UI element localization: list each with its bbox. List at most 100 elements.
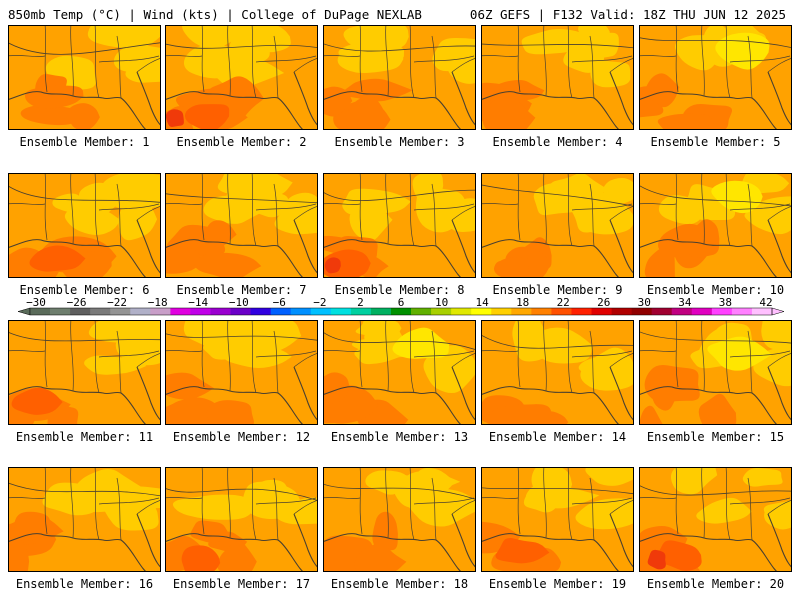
ensemble-member-map[interactable]: [165, 173, 318, 278]
coastline: [324, 239, 461, 277]
state-border: [70, 321, 74, 392]
temperature-region: [88, 321, 144, 343]
state-border: [517, 26, 521, 93]
coastline: [451, 513, 475, 568]
colorbar-segment: [390, 308, 412, 315]
ensemble-member-map[interactable]: [481, 467, 634, 572]
state-border: [747, 477, 753, 541]
colorbar-outline: [29, 307, 773, 316]
coastline: [324, 533, 461, 571]
ensemble-member-map[interactable]: [481, 320, 634, 425]
temperature-region: [406, 488, 475, 527]
map-canvas: [640, 468, 791, 571]
map-title: 850mb Temp (°C) | Wind (kts) | College o…: [8, 7, 422, 22]
state-border: [589, 183, 595, 247]
colorbar-segment: [110, 308, 131, 315]
ensemble-member-map[interactable]: [481, 173, 634, 278]
coastline: [767, 366, 791, 421]
contour-line: [166, 488, 317, 501]
state-border: [451, 58, 475, 73]
state-border: [747, 35, 753, 99]
colorbar-segment: [531, 308, 552, 315]
ensemble-member-label: Ensemble Member: 14: [488, 430, 627, 444]
state-border: [431, 183, 437, 247]
ensemble-member-map[interactable]: [323, 25, 476, 130]
ensemble-member-map[interactable]: [639, 467, 792, 572]
colorbar-segment: [411, 308, 432, 315]
colorbar-segment: [30, 308, 51, 315]
state-border: [136, 353, 160, 368]
coastline: [609, 513, 633, 568]
state-border: [482, 203, 519, 205]
state-border: [359, 26, 363, 93]
state-border: [701, 26, 705, 97]
temperature-region: [445, 198, 475, 233]
temperature-region: [73, 468, 143, 504]
colorbar-segment: [491, 308, 512, 315]
colorbar-segment: [571, 308, 592, 315]
coastline: [640, 386, 777, 424]
colorbar-tick-label: −18: [148, 296, 168, 309]
map-canvas: [166, 26, 317, 129]
temperature-region: [9, 536, 30, 571]
temperature-region: [523, 489, 559, 513]
ensemble-member-map[interactable]: [323, 173, 476, 278]
state-border: [431, 330, 437, 394]
temperature-region: [341, 78, 413, 102]
colorbar-segment: [651, 308, 673, 315]
temperature-region: [204, 220, 237, 248]
state-border: [675, 174, 679, 241]
state-border: [589, 35, 595, 99]
colorbar-tick-label: −26: [67, 296, 87, 309]
colorbar-segment: [711, 308, 733, 315]
ensemble-member-label: Ensemble Member: 16: [15, 577, 154, 591]
ensemble-member-map[interactable]: [8, 467, 161, 572]
ensemble-member-map[interactable]: [639, 173, 792, 278]
ensemble-member-map[interactable]: [481, 25, 634, 130]
state-border: [116, 477, 122, 541]
state-border: [98, 55, 160, 63]
state-border: [729, 55, 791, 63]
colorbar-segment: [70, 308, 91, 315]
state-border: [273, 477, 279, 541]
coastline: [166, 386, 303, 424]
state-border: [409, 321, 415, 394]
contour-line: [324, 43, 475, 52]
ensemble-member-map[interactable]: [639, 320, 792, 425]
state-border: [482, 55, 519, 57]
temperature-region: [47, 405, 79, 424]
state-border: [729, 497, 791, 505]
coastline: [482, 91, 619, 129]
ensemble-member-map[interactable]: [323, 320, 476, 425]
ensemble-member-map[interactable]: [8, 173, 161, 278]
state-border: [94, 174, 100, 247]
state-border: [409, 26, 415, 99]
colorbar-tick-label: 14: [475, 296, 489, 309]
temperature-region: [483, 404, 553, 424]
temperature-region: [29, 245, 86, 272]
colorbar-segment: [330, 308, 352, 315]
coastline: [9, 386, 146, 424]
temperature-region: [79, 182, 124, 217]
ensemble-member-map[interactable]: [639, 25, 792, 130]
ensemble-member-map[interactable]: [165, 467, 318, 572]
ensemble-member-label: Ensemble Member: 13: [330, 430, 469, 444]
map-canvas: [640, 174, 791, 277]
contour-line: [482, 43, 633, 49]
ensemble-member-map[interactable]: [165, 25, 318, 130]
ensemble-member-map[interactable]: [8, 25, 161, 130]
ensemble-member-map[interactable]: [323, 467, 476, 572]
coastline: [136, 71, 160, 126]
state-border: [543, 174, 547, 245]
state-border: [413, 497, 475, 505]
ensemble-member-map[interactable]: [165, 320, 318, 425]
ensemble-member-map[interactable]: [8, 320, 161, 425]
state-border: [94, 468, 100, 541]
state-border: [9, 203, 46, 205]
state-border: [517, 174, 521, 241]
temperature-region: [354, 543, 407, 571]
state-border: [767, 206, 791, 221]
temperature-region: [603, 178, 633, 205]
state-border: [451, 206, 475, 221]
colorbar-segment: [150, 308, 171, 315]
